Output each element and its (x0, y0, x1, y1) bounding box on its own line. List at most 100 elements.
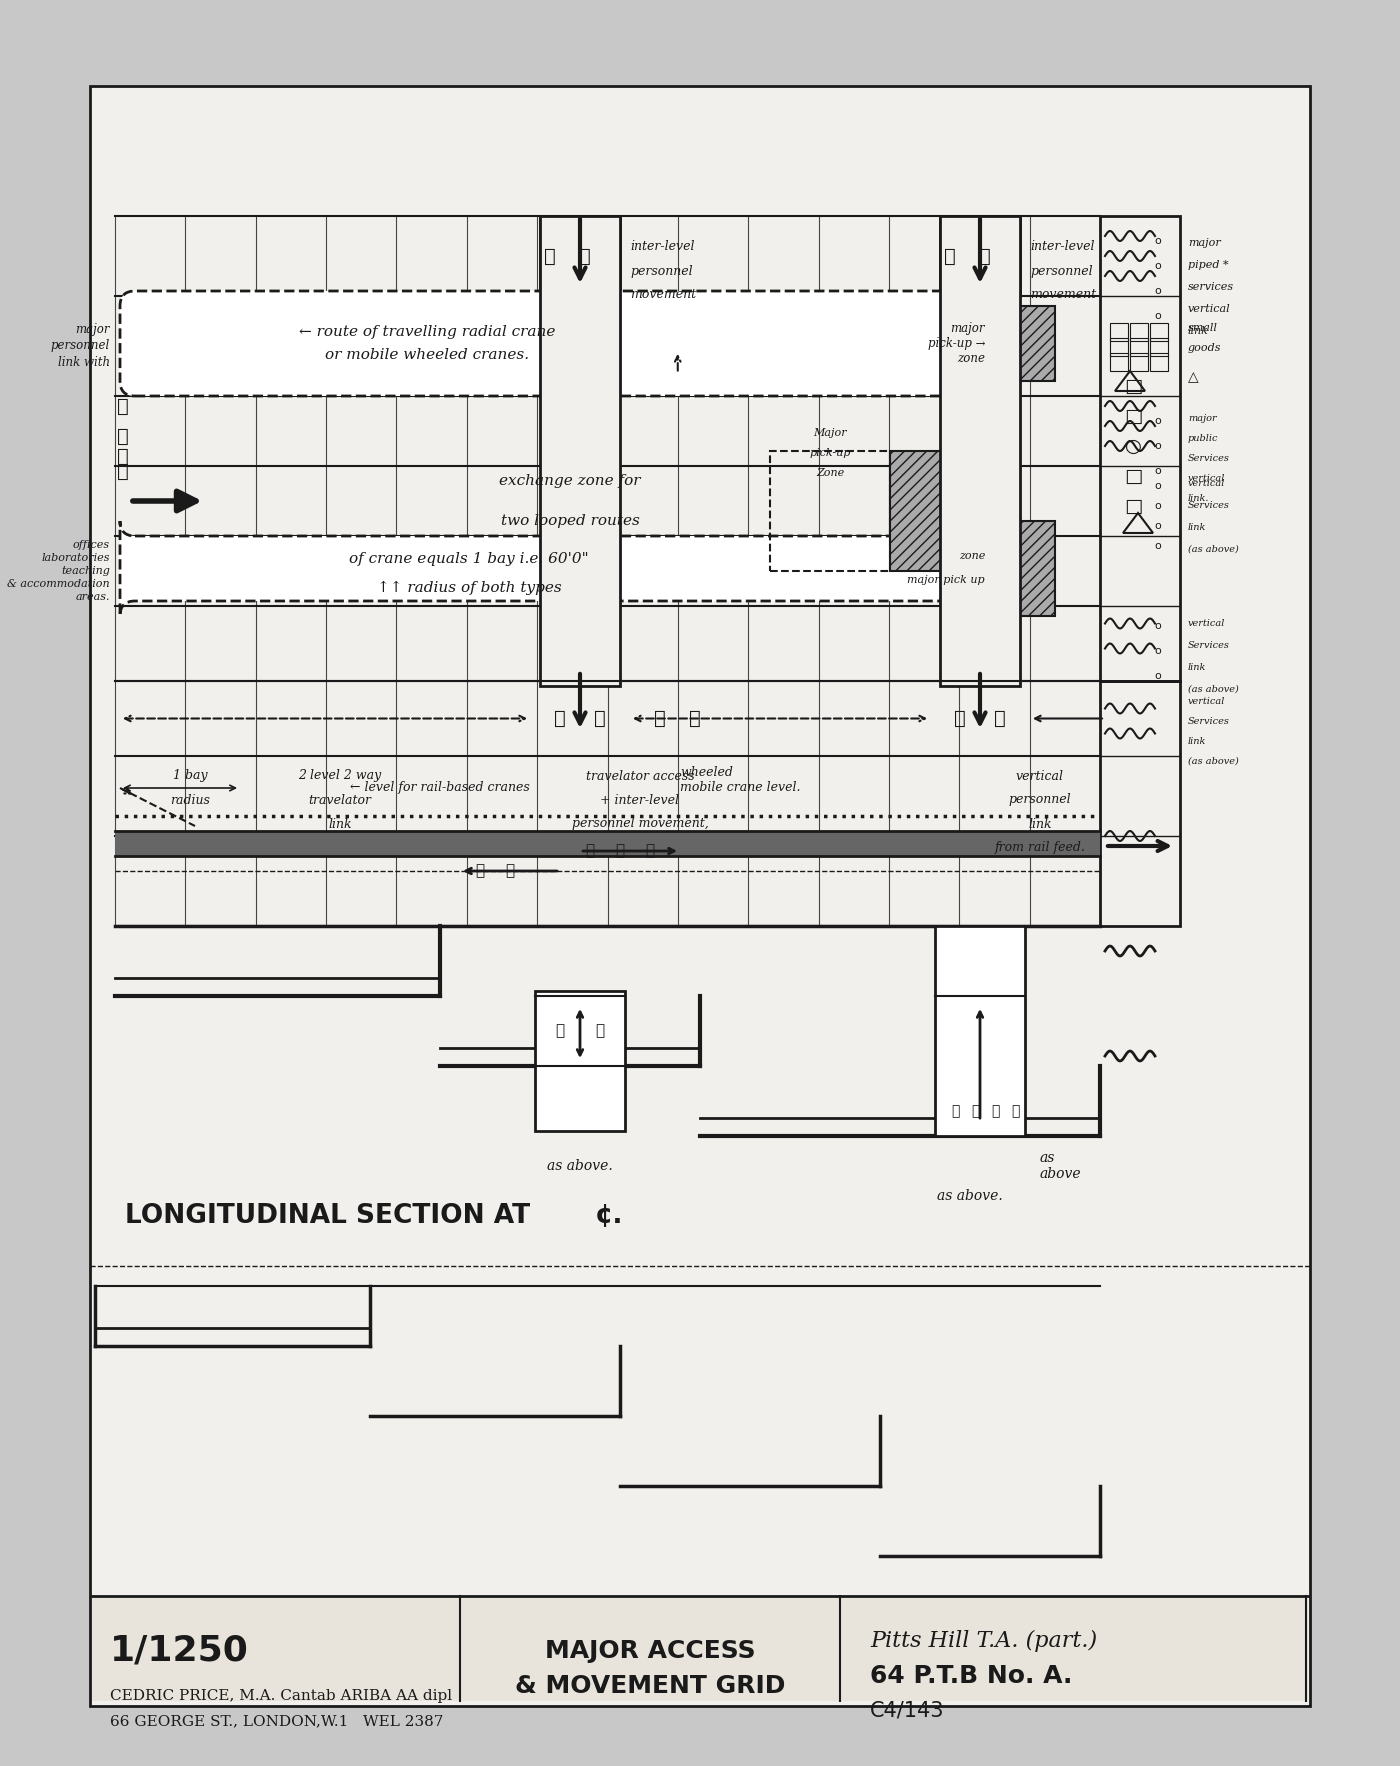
Bar (540, 215, 620, 297)
Text: major
personnel
link with: major personnel link with (50, 323, 111, 369)
Text: □: □ (1124, 376, 1142, 396)
Text: ⛹: ⛹ (595, 1024, 605, 1038)
Text: o: o (1155, 671, 1162, 682)
Text: MAJOR ACCESS: MAJOR ACCESS (545, 1639, 756, 1664)
Bar (1130, 353, 1148, 371)
Text: o: o (1155, 502, 1162, 510)
Text: zone: zone (959, 551, 986, 562)
Text: vertical: vertical (1189, 304, 1231, 314)
Bar (990, 521, 1056, 616)
Text: (as above): (as above) (1189, 756, 1239, 765)
Text: ← route of travelling radial crane: ← route of travelling radial crane (300, 325, 556, 339)
Text: personnel movement,: personnel movement, (571, 818, 708, 830)
Text: 64 P.T.B No. A.: 64 P.T.B No. A. (869, 1664, 1072, 1688)
Text: ⛹: ⛹ (979, 247, 991, 265)
FancyBboxPatch shape (120, 291, 986, 396)
Text: ⛹: ⛹ (951, 1104, 959, 1118)
Bar (535, 991, 624, 1130)
Bar (1100, 682, 1180, 925)
Text: major: major (1189, 413, 1217, 424)
Bar (540, 215, 620, 685)
Text: pick-up →: pick-up → (927, 337, 986, 350)
Text: C4/143: C4/143 (869, 1701, 945, 1722)
Text: □: □ (1124, 496, 1142, 516)
Text: vertical: vertical (1016, 770, 1064, 782)
Text: o: o (1155, 261, 1162, 270)
Bar (890, 450, 951, 570)
Text: Major: Major (813, 427, 847, 438)
Text: o: o (1155, 286, 1162, 297)
Text: ⛹: ⛹ (118, 461, 129, 480)
Bar (1110, 337, 1128, 357)
Text: wheeled
mobile crane level.: wheeled mobile crane level. (680, 766, 801, 795)
Text: vertical: vertical (1189, 479, 1225, 487)
Text: or mobile wheeled cranes.: or mobile wheeled cranes. (325, 348, 529, 362)
Text: ⛹: ⛹ (476, 864, 484, 878)
Text: exchange zone for: exchange zone for (500, 473, 641, 487)
Bar (115, 832, 1100, 857)
Text: ¢.: ¢. (595, 1203, 623, 1229)
FancyBboxPatch shape (120, 521, 986, 616)
Text: (as above): (as above) (1189, 546, 1239, 555)
Text: LONGITUDINAL SECTION AT: LONGITUDINAL SECTION AT (125, 1203, 531, 1229)
Text: small: small (1189, 323, 1218, 334)
Text: as above.: as above. (547, 1158, 613, 1173)
Text: o: o (1155, 311, 1162, 321)
Text: as
above: as above (1040, 1151, 1082, 1181)
Text: ⛹: ⛹ (505, 864, 515, 878)
Text: □: □ (1124, 466, 1142, 486)
Text: movement: movement (1030, 288, 1096, 300)
Text: link: link (1028, 818, 1051, 830)
Text: 66 GEORGE ST., LONDON,W.1   WEL 2387: 66 GEORGE ST., LONDON,W.1 WEL 2387 (111, 1715, 444, 1727)
Text: inter-level: inter-level (630, 240, 694, 253)
Text: of crane equals 1 bay i.e. 60'0": of crane equals 1 bay i.e. 60'0" (349, 553, 589, 565)
Text: ⛹: ⛹ (970, 1104, 979, 1118)
Bar (990, 306, 1056, 381)
Text: 1 bay: 1 bay (172, 770, 207, 782)
Bar (1130, 323, 1148, 341)
Text: ↑↑ radius of both types: ↑↑ radius of both types (377, 581, 561, 595)
Text: 1/1250: 1/1250 (111, 1634, 249, 1669)
Text: ⛹: ⛹ (944, 247, 956, 265)
Text: radius: radius (169, 795, 210, 807)
Text: vertical: vertical (1189, 620, 1225, 629)
Text: o: o (1155, 442, 1162, 450)
Text: ⛹: ⛹ (580, 247, 591, 265)
Text: personnel: personnel (1008, 793, 1071, 807)
Text: travelator: travelator (308, 795, 371, 807)
Text: ⛹: ⛹ (594, 708, 606, 728)
Text: travelator access: travelator access (585, 770, 694, 782)
Text: piped *: piped * (1189, 260, 1229, 270)
Bar (1149, 337, 1168, 357)
Text: Services: Services (1189, 454, 1229, 463)
Text: o: o (1155, 237, 1162, 245)
Text: CEDRIC PRICE, M.A. Cantab ARIBA AA dipl: CEDRIC PRICE, M.A. Cantab ARIBA AA dipl (111, 1688, 452, 1702)
Text: o: o (1155, 521, 1162, 532)
Bar (1100, 215, 1180, 682)
Text: major: major (951, 321, 986, 336)
Bar (1110, 353, 1128, 371)
Text: ○: ○ (1124, 436, 1141, 456)
Text: o: o (1155, 646, 1162, 655)
Text: major: major (1189, 238, 1221, 247)
Text: △: △ (1189, 371, 1198, 383)
Text: two looped routes: two looped routes (501, 514, 640, 528)
Text: 2 level 2 way: 2 level 2 way (298, 770, 382, 782)
Bar (1130, 337, 1148, 357)
Bar (1110, 323, 1128, 341)
Text: vertical: vertical (1189, 696, 1225, 705)
Text: ⛹: ⛹ (994, 708, 1005, 728)
Text: from rail feed.: from rail feed. (994, 842, 1085, 855)
Text: ⛹: ⛹ (118, 427, 129, 445)
Text: zone: zone (958, 351, 986, 366)
Text: link: link (1189, 736, 1207, 745)
Text: o: o (1155, 417, 1162, 426)
Text: ⛹: ⛹ (585, 844, 595, 858)
Text: ⛹: ⛹ (554, 708, 566, 728)
Text: movement: movement (630, 288, 696, 300)
Bar (1149, 323, 1168, 341)
Text: ⛹: ⛹ (118, 397, 129, 415)
Text: Services: Services (1189, 641, 1229, 650)
Text: vertical: vertical (1189, 473, 1225, 482)
Text: & MOVEMENT GRID: & MOVEMENT GRID (515, 1674, 785, 1697)
